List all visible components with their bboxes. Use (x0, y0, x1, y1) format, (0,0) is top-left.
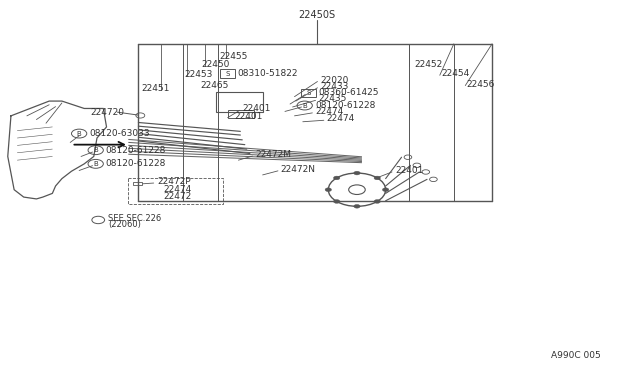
Text: 22465: 22465 (201, 81, 229, 90)
Circle shape (374, 176, 380, 180)
Circle shape (333, 176, 340, 180)
Text: 22452: 22452 (414, 60, 442, 69)
Text: 22474: 22474 (163, 185, 191, 194)
Bar (127, 178, 223, 205)
Text: A990C 005: A990C 005 (550, 350, 600, 360)
Circle shape (374, 200, 380, 203)
Text: 22401: 22401 (395, 166, 424, 175)
Text: 08310-51822: 08310-51822 (237, 69, 298, 78)
Text: 08120-61228: 08120-61228 (105, 159, 166, 169)
Text: 08120-63033: 08120-63033 (90, 129, 150, 138)
Text: 22472P: 22472P (157, 177, 191, 186)
Text: 22453: 22453 (184, 70, 212, 78)
Bar (301, 89, 316, 97)
Circle shape (354, 205, 360, 208)
Text: 22456: 22456 (467, 80, 495, 89)
Text: (22060): (22060) (108, 220, 141, 229)
Circle shape (325, 188, 332, 192)
Text: 224720: 224720 (91, 108, 125, 117)
Text: B: B (93, 147, 98, 153)
Text: 22450S: 22450S (298, 10, 335, 20)
Text: 22450: 22450 (202, 60, 230, 70)
Text: 22454: 22454 (441, 69, 469, 78)
Text: S: S (225, 71, 230, 77)
Text: 22435: 22435 (318, 94, 346, 103)
Text: 22472M: 22472M (255, 150, 291, 159)
Text: 22451: 22451 (141, 84, 170, 93)
Bar (220, 69, 236, 78)
Bar (228, 110, 253, 118)
Text: 22472: 22472 (163, 192, 191, 201)
Text: B: B (93, 161, 98, 167)
Text: S: S (307, 90, 310, 96)
Text: 22401: 22401 (234, 112, 262, 121)
Text: 22433: 22433 (320, 82, 348, 91)
Text: 22020: 22020 (320, 76, 348, 84)
Circle shape (354, 171, 360, 175)
Text: 08120-61228: 08120-61228 (315, 101, 375, 110)
Text: 22401: 22401 (243, 104, 271, 113)
Text: B: B (302, 103, 307, 109)
Circle shape (383, 188, 389, 192)
Text: 22474: 22474 (326, 114, 355, 123)
Text: 22455: 22455 (220, 52, 248, 61)
Text: SEE SEC.226: SEE SEC.226 (108, 214, 161, 223)
Text: 22474: 22474 (315, 107, 343, 116)
Bar (133, 182, 141, 185)
Circle shape (333, 200, 340, 203)
Text: 08120-61228: 08120-61228 (105, 146, 166, 155)
Text: 22472N: 22472N (280, 165, 316, 174)
Text: B: B (77, 131, 81, 137)
Text: 08360-61425: 08360-61425 (318, 89, 379, 97)
